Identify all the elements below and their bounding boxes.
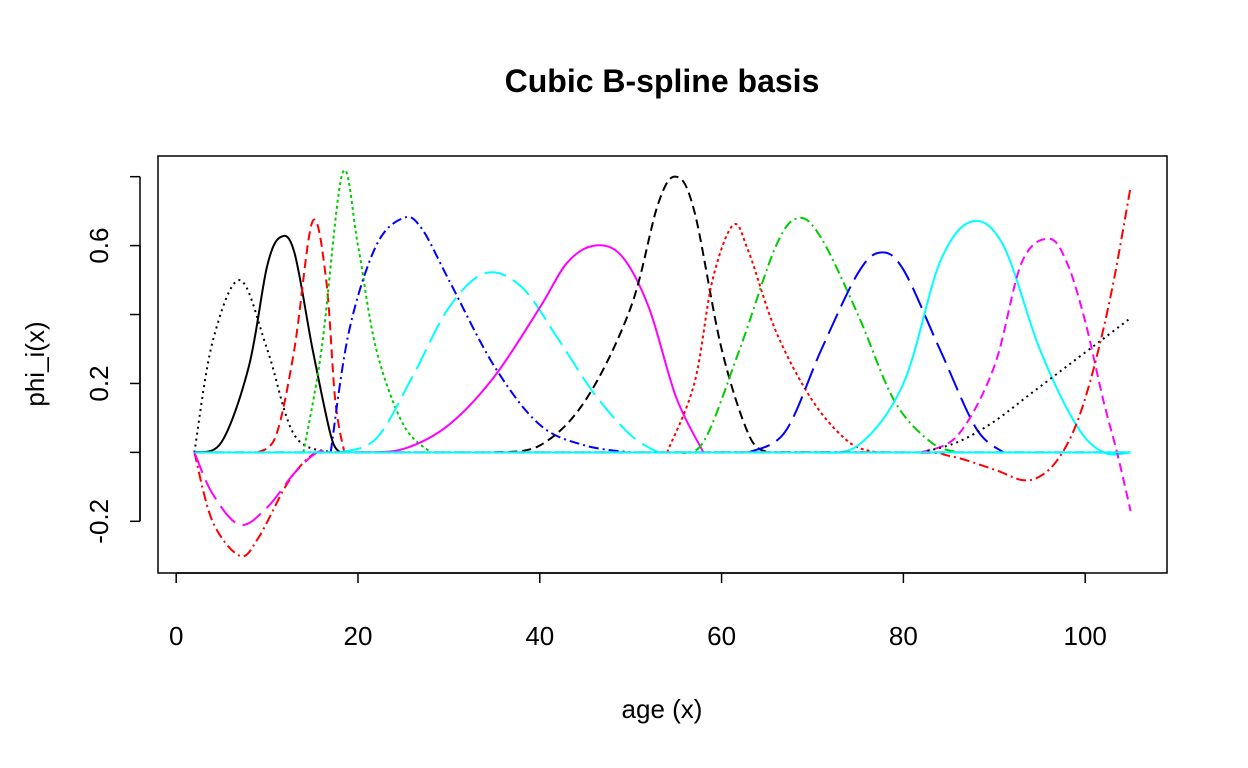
- series-line-7: [357, 244, 705, 454]
- series-line-8: [494, 175, 768, 454]
- series-line-3: [257, 218, 346, 454]
- chart-title: Cubic B-spline basis: [505, 63, 820, 99]
- y-axis: -0.2 0.2 0.6: [84, 175, 141, 544]
- series-line-13: [921, 237, 1132, 512]
- series-line-14: [921, 317, 1132, 454]
- series-line-16: [193, 449, 331, 527]
- series-layer: [193, 169, 1132, 558]
- x-tick-label: 100: [1063, 621, 1106, 651]
- series-line-12: [812, 219, 1131, 456]
- x-tick-label: 20: [344, 621, 373, 651]
- x-tick-label: 40: [525, 621, 554, 651]
- y-axis-label: phi_i(x): [20, 321, 50, 406]
- series-line-5: [329, 215, 631, 454]
- x-axis: 0 20 40 60 80 100: [169, 572, 1107, 651]
- y-tick-label: -0.2: [84, 499, 114, 544]
- x-tick-label: 0: [169, 621, 183, 651]
- series-line-1: [193, 279, 332, 454]
- series-line-10: [675, 216, 959, 455]
- x-tick-label: 80: [889, 621, 918, 651]
- y-tick-label: 0.2: [84, 365, 114, 401]
- x-tick-label: 60: [707, 621, 736, 651]
- series-line-6: [339, 271, 659, 454]
- series-line-4: [302, 169, 432, 454]
- series-line-11: [748, 251, 1005, 454]
- x-axis-label: age (x): [622, 694, 703, 724]
- plot-box: [157, 155, 1168, 574]
- series-line-2: [194, 234, 341, 454]
- series-line-9: [666, 223, 877, 454]
- y-tick-label: 0.6: [84, 228, 114, 264]
- series-line-15: [193, 186, 1132, 558]
